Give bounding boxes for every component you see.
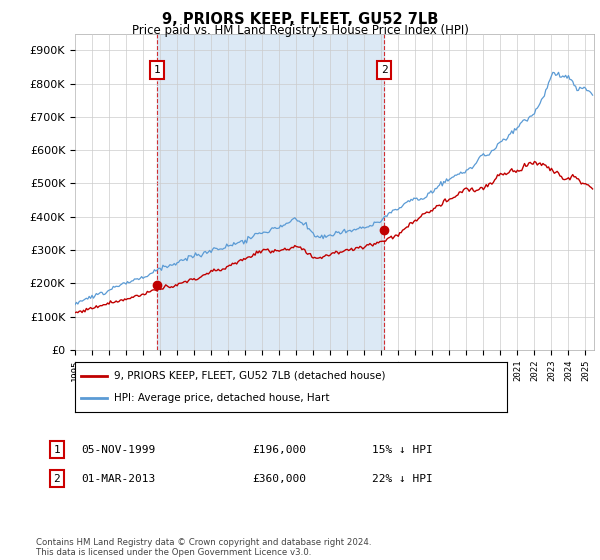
Text: 9, PRIORS KEEP, FLEET, GU52 7LB (detached house): 9, PRIORS KEEP, FLEET, GU52 7LB (detache… [114, 371, 385, 381]
Text: 22% ↓ HPI: 22% ↓ HPI [372, 474, 433, 484]
Text: Price paid vs. HM Land Registry's House Price Index (HPI): Price paid vs. HM Land Registry's House … [131, 24, 469, 37]
Text: 05-NOV-1999: 05-NOV-1999 [81, 445, 155, 455]
Text: £360,000: £360,000 [252, 474, 306, 484]
Text: 2: 2 [53, 474, 61, 484]
Text: 15% ↓ HPI: 15% ↓ HPI [372, 445, 433, 455]
Text: 1: 1 [53, 445, 61, 455]
Bar [157, 34, 384, 350]
Text: 9, PRIORS KEEP, FLEET, GU52 7LB: 9, PRIORS KEEP, FLEET, GU52 7LB [162, 12, 438, 27]
Text: Contains HM Land Registry data © Crown copyright and database right 2024.
This d: Contains HM Land Registry data © Crown c… [36, 538, 371, 557]
Text: 1: 1 [154, 65, 161, 75]
Text: £196,000: £196,000 [252, 445, 306, 455]
Text: HPI: Average price, detached house, Hart: HPI: Average price, detached house, Hart [114, 393, 329, 403]
Text: 01-MAR-2013: 01-MAR-2013 [81, 474, 155, 484]
Text: 2: 2 [381, 65, 388, 75]
